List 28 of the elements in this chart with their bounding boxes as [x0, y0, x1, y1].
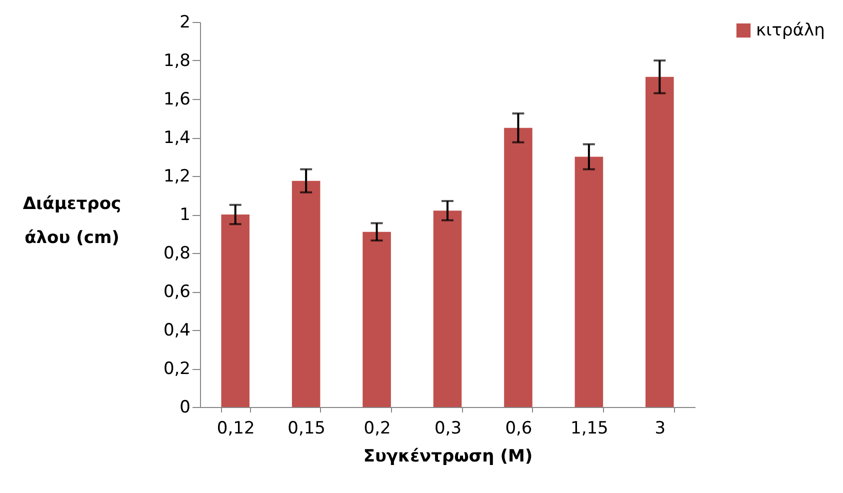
x-tick-label: 1,15 — [570, 418, 608, 438]
x-axis-title: Συγκέντρωση (M) — [363, 446, 533, 466]
x-tick-label: 0,2 — [364, 418, 391, 438]
y-tick-label: 1 — [180, 205, 190, 225]
x-tick-label: 0,12 — [216, 418, 255, 438]
y-tick-label: 0,4 — [163, 320, 190, 340]
y-tick-label: 2 — [180, 12, 190, 32]
bar — [221, 214, 250, 407]
bar — [292, 180, 320, 407]
y-tick-label: 0,2 — [163, 359, 190, 379]
y-tick-label: 1,4 — [163, 128, 190, 148]
bar — [433, 210, 462, 407]
y-tick-label: 1,6 — [163, 90, 190, 110]
x-tick-label: 0,6 — [505, 418, 532, 438]
bar — [362, 232, 391, 407]
y-tick-label: 1,2 — [163, 166, 190, 186]
y-axis-title: Διάμετρος άλου (cm) — [22, 194, 122, 248]
bar — [646, 76, 674, 407]
x-tick-label: 0,3 — [434, 418, 462, 438]
y-tick-label: 0,6 — [163, 282, 190, 302]
bar — [504, 128, 532, 407]
bar — [574, 156, 604, 407]
x-tick-label: 3 — [654, 418, 666, 438]
legend-label: κιτράλη — [756, 20, 825, 40]
x-tick-label: 0,15 — [288, 418, 326, 438]
y-tick-label: 1,8 — [163, 51, 190, 71]
y-tick-label: 0 — [180, 398, 190, 418]
y-tick-label: 0,8 — [163, 244, 190, 264]
